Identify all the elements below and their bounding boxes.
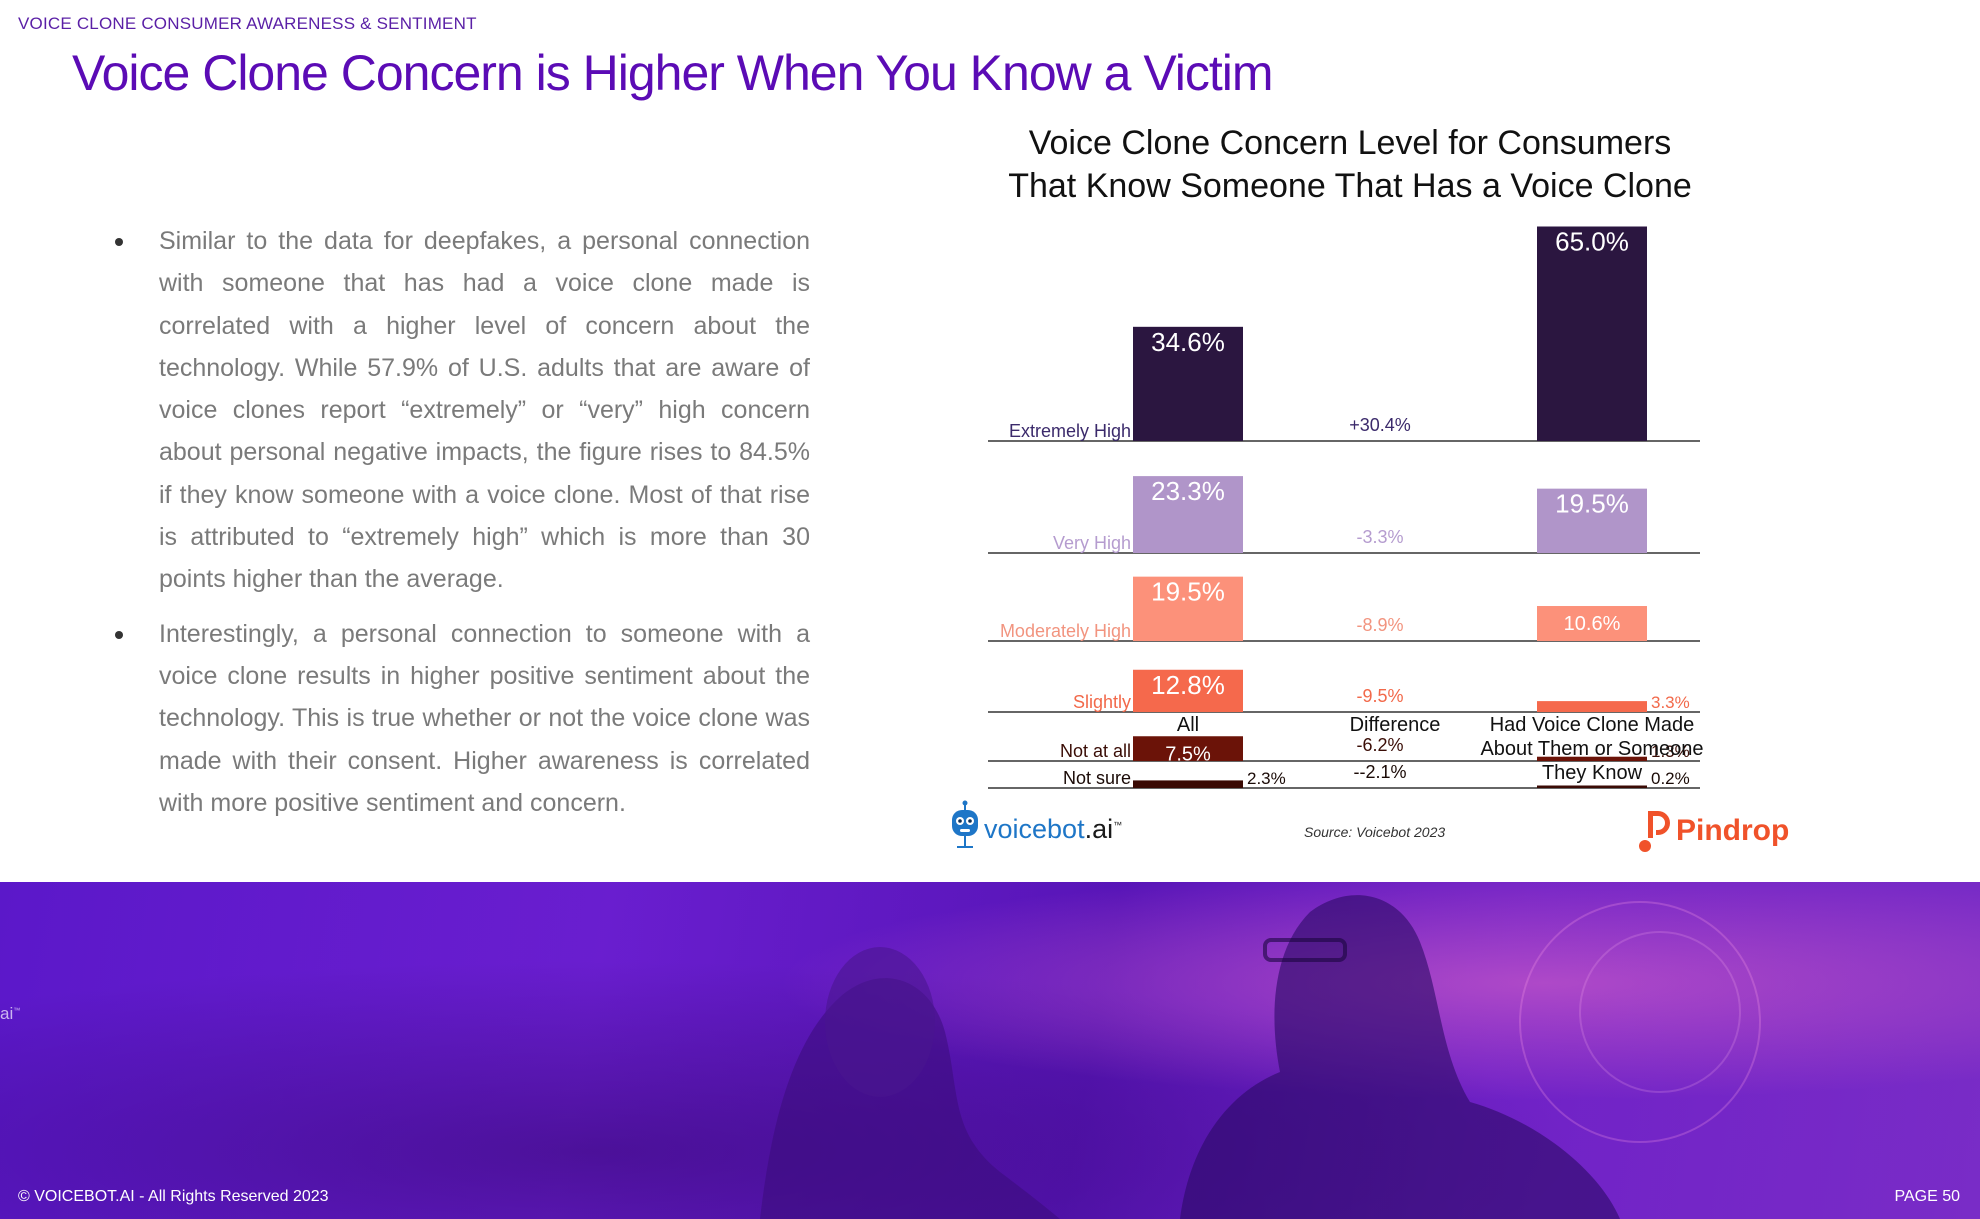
bar-known <box>1537 606 1647 641</box>
voicebot-wordmark: voicebot.ai™ <box>984 814 1122 845</box>
data-label-all: 7.5% <box>1165 743 1211 765</box>
edge-tm: ™ <box>13 1007 21 1015</box>
edge-text: ai <box>0 1004 14 1023</box>
voicebot-tm: ™ <box>1113 820 1123 830</box>
hero-photo-band <box>0 882 1980 1219</box>
page-title: Voice Clone Concern is Higher When You K… <box>72 45 1274 101</box>
data-label-all: 2.3% <box>1247 769 1286 788</box>
bar-known <box>1537 226 1647 441</box>
data-label-known: 3.3% <box>1651 693 1690 712</box>
section-label: VOICE CLONE CONSUMER AWARENESS & SENTIME… <box>18 14 477 33</box>
bar-known <box>1537 785 1647 788</box>
bar-all <box>1133 476 1243 553</box>
stacked-bar-chart: Extremely High 34.6% 65.0% +30.4% Very High 2… <box>988 226 1704 789</box>
bar-all <box>1133 780 1243 788</box>
difference-label: -8.9% <box>1356 615 1403 635</box>
bar-known <box>1537 488 1647 553</box>
data-label-known: 19.5% <box>1555 489 1629 519</box>
category-label: Very High <box>1053 533 1131 553</box>
column-label: They Know <box>1542 762 1643 784</box>
category-label: Extremely High <box>1009 421 1131 441</box>
bullet-text: Interestingly, a personal connection to … <box>159 619 810 817</box>
page-number: PAGE 50 <box>1894 1188 1960 1205</box>
difference-label: +30.4% <box>1349 415 1411 435</box>
category-label: Moderately High <box>1000 621 1131 641</box>
source-note: Source: Voicebot 2023 <box>1304 824 1446 840</box>
data-label-all: 34.6% <box>1151 327 1225 357</box>
column-label: Difference <box>1350 714 1441 736</box>
voicebot-logo: voicebot.ai™ <box>948 800 1122 856</box>
chart-title-line: That Know Someone That Has a Voice Clone <box>1008 167 1692 205</box>
difference-label: -6.2% <box>1356 735 1403 755</box>
bullet-list: Similar to the data for deepfakes, a per… <box>110 220 810 836</box>
bullet-item: Similar to the data for deepfakes, a per… <box>110 220 810 601</box>
voicebot-name: voicebot <box>984 814 1085 844</box>
silhouettes-image <box>0 882 1980 1219</box>
category-label: Slightly <box>1073 692 1131 712</box>
category-label: Not sure <box>1063 768 1131 788</box>
data-label-known: 0.2% <box>1651 769 1690 788</box>
bar-known <box>1537 701 1647 712</box>
data-label-known: 1.3% <box>1651 742 1690 761</box>
bar-all <box>1133 576 1243 641</box>
bar-all <box>1133 669 1243 712</box>
data-label-known: 10.6% <box>1564 613 1621 635</box>
difference-label: -3.3% <box>1356 527 1403 547</box>
category-label: Not at all <box>1060 741 1131 761</box>
robot-icon <box>952 800 978 848</box>
bullet-text: Similar to the data for deepfakes, a per… <box>159 227 810 594</box>
voicebot-suffix: .ai <box>1084 814 1114 844</box>
data-label-known: 65.0% <box>1555 227 1629 257</box>
data-label-all: 12.8% <box>1151 670 1225 700</box>
chart-title: Voice Clone Concern Level for Consumers … <box>980 122 1720 208</box>
bullet-dot <box>115 238 123 246</box>
edge-logo-fragment: ai™ <box>0 1004 20 1024</box>
difference-label: --2.1% <box>1353 762 1406 782</box>
pindrop-wordmark: Pindrop <box>1676 814 1790 847</box>
bar-all <box>1133 736 1243 761</box>
data-label-all: 23.3% <box>1151 476 1225 506</box>
bullet-item: Interestingly, a personal connection to … <box>110 613 810 824</box>
bar-known <box>1537 756 1647 761</box>
copyright-footer: © VOICEBOT.AI - All Rights Reserved 2023 <box>18 1188 329 1205</box>
bullet-dot <box>115 630 123 639</box>
column-label: About Them or Someone <box>1480 738 1703 760</box>
difference-label: -9.5% <box>1356 686 1403 706</box>
pindrop-logo: Pindrop <box>1636 808 1796 856</box>
pindrop-mark-icon <box>1639 811 1670 852</box>
column-label: Had Voice Clone Made <box>1490 714 1695 736</box>
column-label: All <box>1177 714 1199 736</box>
bar-all <box>1133 326 1243 441</box>
data-label-all: 19.5% <box>1151 577 1225 607</box>
chart-title-line: Voice Clone Concern Level for Consumers <box>1028 124 1672 162</box>
